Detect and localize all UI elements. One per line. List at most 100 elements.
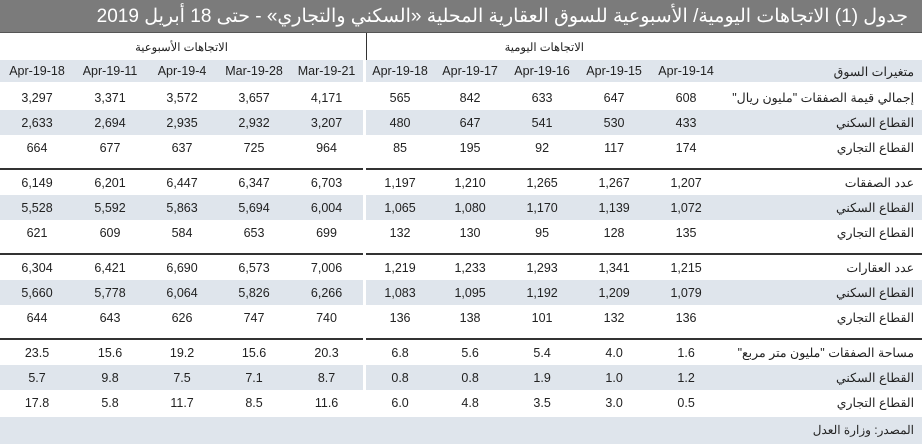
separator-line xyxy=(366,330,922,340)
daily-value-cell: 135 xyxy=(675,225,697,240)
table-row: القطاع السكني 1,079 1,209 1,192 1,095 1,083 6,… xyxy=(0,280,922,305)
weekly-value-cell: 725 xyxy=(243,140,265,155)
daily-date-header: 14-Apr-19 xyxy=(650,60,723,82)
daily-value-cell: 480 xyxy=(366,110,435,135)
daily-value-cell: 647 xyxy=(603,90,625,105)
row-label: عدد الصفقات xyxy=(844,176,915,190)
daily-value-cell: 132 xyxy=(389,225,411,240)
daily-value-cell: 1,293 xyxy=(526,260,558,275)
group-separator xyxy=(0,82,922,85)
row-label: القطاع التجاري xyxy=(836,141,915,155)
daily-value-cell: 1,079 xyxy=(650,280,723,305)
table-row: عدد العقارات 1,215 1,341 1,293 1,233 1,219 7,0… xyxy=(0,254,922,280)
daily-value-cell: 136 xyxy=(675,310,697,325)
daily-value-cell: 4.8 xyxy=(461,395,479,410)
daily-value-cell: 5.6 xyxy=(461,345,479,360)
weekly-value-cell: 664 xyxy=(26,140,48,155)
row-label: القطاع السكني xyxy=(722,195,922,220)
row-label: إجمالي قيمة الصفقات "مليون ريال" xyxy=(732,91,915,105)
weekly-value-cell: 11.6 xyxy=(314,395,339,410)
column-gap xyxy=(363,82,367,85)
column-gap xyxy=(363,220,367,245)
daily-value-cell: 1,210 xyxy=(454,175,486,190)
weekly-value-cell: 643 xyxy=(99,310,121,325)
daily-value-cell: 0.8 xyxy=(366,365,435,390)
weekly-value-cell: 3,297 xyxy=(21,90,53,105)
row-label: مساحة الصفقات "مليون متر مربع" xyxy=(737,346,915,360)
daily-value-cell: 85 xyxy=(393,140,408,155)
daily-date-header: 17-Apr-19 xyxy=(434,60,507,82)
weekly-value-cell: 7,006 xyxy=(310,260,343,275)
daily-value-cell: 608 xyxy=(675,90,697,105)
table-row: القطاع السكني 1.2 1.0 1.9 0.8 0.8 8.7 7.1 7.5 9.8… xyxy=(0,365,922,390)
weekly-value-cell: 15.6 xyxy=(241,345,267,360)
table-row: القطاع التجاري 135 128 95 130 132 699 653 584 609… xyxy=(0,220,922,245)
daily-date-header: 15-Apr-19 xyxy=(578,60,651,82)
table-row: القطاع التجاري 136 132 101 138 136 740 747 626 64… xyxy=(0,305,922,330)
weekly-value-cell: 20.3 xyxy=(314,345,339,360)
date-header-row: متغيرات السوق 14-Apr-19 15-Apr-19 16-Apr-1… xyxy=(0,60,922,82)
weekly-value-cell: 609 xyxy=(99,225,121,240)
daily-value-cell: 6.8 xyxy=(391,345,409,360)
weekly-value-cell: 3,572 xyxy=(166,90,198,105)
weekly-value-cell: 584 xyxy=(171,225,193,240)
weekly-value-cell: 4,171 xyxy=(310,90,343,105)
weekly-value-cell: 5,660 xyxy=(0,280,75,305)
daily-value-cell: 633 xyxy=(531,90,553,105)
weekly-date-header: 21-Mar-19 xyxy=(290,60,364,82)
weekly-value-cell: 8.7 xyxy=(290,365,364,390)
separator-line xyxy=(0,330,364,340)
weekly-trends-heading: الاتجاهات الأسبوعية xyxy=(135,41,228,54)
daily-value-cell: 1,207 xyxy=(670,175,702,190)
column-gap xyxy=(363,330,367,339)
group-separator xyxy=(0,330,922,340)
separator-line xyxy=(366,245,922,255)
row-label: القطاع السكني xyxy=(722,110,922,135)
daily-value-cell: 1,267 xyxy=(598,175,630,190)
separator-line xyxy=(366,160,922,170)
daily-value-cell: 117 xyxy=(604,140,625,155)
daily-value-cell: 174 xyxy=(675,140,697,155)
weekly-date-header: 18-Apr-19 xyxy=(0,60,75,82)
daily-value-cell: 647 xyxy=(434,110,507,135)
daily-value-cell: 1,265 xyxy=(526,175,558,190)
daily-value-cell: 5.4 xyxy=(533,345,551,360)
daily-value-cell: 1.0 xyxy=(578,365,651,390)
weekly-value-cell: 6,421 xyxy=(94,260,126,275)
daily-trends-heading: الاتجاهات اليومية xyxy=(365,33,723,60)
section-header-row: الاتجاهات اليومية الاتجاهات الأسبوعية xyxy=(0,33,922,60)
weekly-value-cell: 8.5 xyxy=(245,395,263,410)
daily-value-cell: 138 xyxy=(459,310,481,325)
daily-value-cell: 1,341 xyxy=(598,260,630,275)
column-gap xyxy=(363,160,367,169)
daily-date-header: 18-Apr-19 xyxy=(366,60,435,82)
daily-value-cell: 6.0 xyxy=(391,395,409,410)
daily-value-cell: 1,219 xyxy=(384,260,416,275)
source-note: المصدر: وزارة العدل xyxy=(0,417,922,444)
group-separator xyxy=(0,160,922,170)
daily-value-cell: 136 xyxy=(389,310,411,325)
weekly-value-cell: 637 xyxy=(171,140,193,155)
row-label: القطاع التجاري xyxy=(836,396,915,410)
daily-value-cell: 0.8 xyxy=(434,365,507,390)
daily-value-cell: 4.0 xyxy=(605,345,623,360)
daily-value-cell: 1,170 xyxy=(506,195,579,220)
weekly-value-cell: 2,935 xyxy=(146,110,219,135)
weekly-value-cell: 9.8 xyxy=(74,365,147,390)
table-row: القطاع التجاري 174 117 92 195 85 964 725 637 677 6… xyxy=(0,135,922,160)
column-gap xyxy=(363,280,367,305)
weekly-value-cell: 5,592 xyxy=(74,195,147,220)
column-gap xyxy=(363,195,367,220)
daily-value-cell: 95 xyxy=(535,225,550,240)
daily-value-cell: 1,095 xyxy=(434,280,507,305)
table-row: القطاع التجاري 0.5 3.0 3.5 4.8 6.0 11.6 8.5 11.7… xyxy=(0,390,922,415)
weekly-value-cell: 677 xyxy=(99,140,121,155)
weekly-value-cell: 3,657 xyxy=(238,90,270,105)
weekly-value-cell: 3,207 xyxy=(290,110,364,135)
daily-value-cell: 1,233 xyxy=(454,260,486,275)
daily-value-cell: 1,209 xyxy=(578,280,651,305)
column-gap xyxy=(363,135,367,160)
weekly-value-cell: 5,826 xyxy=(218,280,291,305)
daily-value-cell: 1,215 xyxy=(670,260,702,275)
daily-value-cell: 1,139 xyxy=(578,195,651,220)
